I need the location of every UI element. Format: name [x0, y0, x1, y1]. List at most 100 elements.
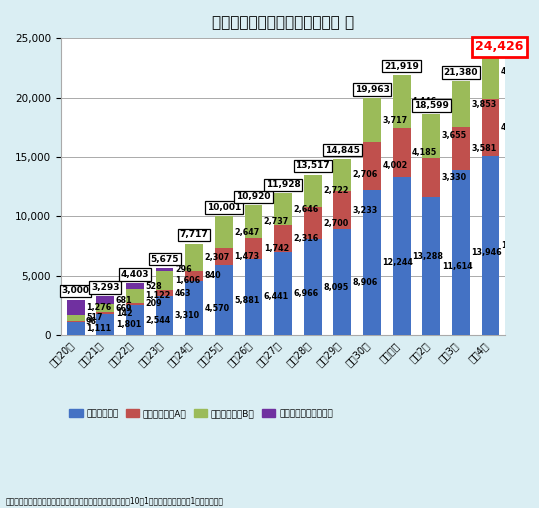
Bar: [156, 271, 174, 291]
Text: 19,963: 19,963: [355, 85, 390, 94]
Bar: [334, 191, 351, 230]
Text: 142: 142: [116, 308, 132, 318]
Text: 4,570: 4,570: [205, 304, 230, 312]
Bar: [245, 205, 262, 238]
Bar: [452, 127, 470, 170]
Bar: [67, 321, 85, 322]
Bar: [67, 300, 85, 315]
Text: 840: 840: [205, 271, 221, 280]
Bar: [363, 189, 381, 335]
Text: 10,920: 10,920: [236, 193, 271, 201]
Bar: [482, 45, 500, 99]
Text: 669: 669: [116, 304, 132, 313]
Title: ＜一般就労への移行者数の推移 ＞: ＜一般就労への移行者数の推移 ＞: [212, 15, 354, 30]
Bar: [482, 156, 500, 335]
Text: 13,288: 13,288: [412, 252, 443, 261]
Text: 2,700: 2,700: [323, 218, 348, 228]
Text: 4,185: 4,185: [412, 148, 437, 157]
Bar: [245, 259, 262, 335]
Text: 2,307: 2,307: [205, 253, 230, 262]
Bar: [67, 322, 85, 335]
Text: 3,581: 3,581: [471, 144, 496, 153]
Text: 1,111: 1,111: [86, 324, 111, 333]
Text: 3,717: 3,717: [382, 116, 407, 124]
Bar: [393, 75, 411, 128]
Bar: [96, 304, 114, 312]
Text: 3,655: 3,655: [441, 132, 467, 140]
Bar: [452, 81, 470, 127]
Text: 1,801: 1,801: [116, 320, 141, 329]
Text: 11,928: 11,928: [266, 180, 300, 189]
Bar: [67, 315, 85, 321]
Text: 8,095: 8,095: [323, 282, 348, 292]
Bar: [215, 265, 233, 335]
Text: 5,881: 5,881: [234, 296, 260, 305]
Bar: [185, 243, 203, 271]
Bar: [215, 216, 233, 248]
Text: 2,722: 2,722: [323, 186, 349, 195]
Text: 96: 96: [86, 317, 97, 326]
Text: 3,310: 3,310: [175, 311, 200, 320]
Text: 1,276: 1,276: [86, 303, 111, 312]
Text: 2,706: 2,706: [353, 170, 378, 179]
Text: 14,845: 14,845: [325, 146, 360, 154]
Bar: [304, 207, 322, 239]
Text: 10,001: 10,001: [207, 203, 241, 212]
Bar: [274, 252, 292, 335]
Bar: [423, 114, 440, 157]
Text: 18,599: 18,599: [414, 101, 449, 110]
Bar: [126, 305, 144, 335]
Text: 517: 517: [86, 313, 102, 323]
Text: 463: 463: [175, 289, 191, 298]
Text: 4,446: 4,446: [412, 97, 437, 106]
Text: 2,737: 2,737: [264, 217, 289, 226]
Bar: [96, 312, 114, 314]
Bar: [185, 281, 203, 335]
Bar: [482, 99, 500, 156]
Bar: [156, 296, 174, 335]
Text: 4,403: 4,403: [121, 270, 149, 279]
Text: 6,966: 6,966: [294, 290, 319, 298]
Text: 13,517: 13,517: [295, 162, 330, 171]
Text: 2,646: 2,646: [294, 205, 319, 214]
Text: 1,473: 1,473: [234, 252, 259, 261]
Bar: [126, 303, 144, 305]
Text: 21,919: 21,919: [384, 61, 419, 71]
Text: 3,293: 3,293: [91, 283, 120, 292]
Bar: [304, 239, 322, 335]
Text: 209: 209: [146, 299, 162, 308]
Bar: [363, 98, 381, 142]
Text: 8,906: 8,906: [353, 278, 378, 287]
Bar: [126, 283, 144, 289]
Text: 1,606: 1,606: [175, 276, 200, 285]
Bar: [452, 170, 470, 335]
Text: 11,614: 11,614: [441, 262, 472, 271]
Text: 【出典】社会福祉施設等調査（各年の移行者数は、当該年の10月1日時点における前年1年間の実績）: 【出典】社会福祉施設等調査（各年の移行者数は、当該年の10月1日時点における前年…: [5, 496, 223, 505]
Bar: [334, 230, 351, 335]
Bar: [423, 157, 440, 197]
Text: 4,002: 4,002: [382, 162, 407, 171]
Text: 1,122: 1,122: [146, 292, 171, 300]
Text: 1,742: 1,742: [264, 244, 289, 253]
Text: 21,380: 21,380: [444, 68, 478, 77]
Text: 4,514: 4,514: [501, 67, 526, 76]
Bar: [393, 177, 411, 335]
Text: 681: 681: [116, 296, 132, 305]
Text: 15,094: 15,094: [501, 241, 531, 250]
Bar: [96, 314, 114, 335]
Bar: [334, 159, 351, 191]
Text: 3,000: 3,000: [61, 287, 89, 296]
Bar: [304, 175, 322, 207]
Text: 296: 296: [175, 265, 191, 274]
Text: 2,316: 2,316: [294, 234, 319, 243]
Text: 4,818: 4,818: [501, 123, 526, 132]
Text: 3,330: 3,330: [441, 173, 467, 182]
Bar: [245, 238, 262, 259]
Legend: 就労移行支援, 就労継続支援A型, 就労継続支援B型, 旧授産施設・福祉工場: 就労移行支援, 就労継続支援A型, 就労継続支援B型, 旧授産施設・福祉工場: [65, 405, 336, 422]
Bar: [185, 271, 203, 281]
Bar: [215, 248, 233, 265]
Bar: [156, 268, 174, 271]
Text: 3,853: 3,853: [471, 100, 496, 109]
Text: 7,717: 7,717: [180, 231, 209, 239]
Bar: [274, 194, 292, 225]
